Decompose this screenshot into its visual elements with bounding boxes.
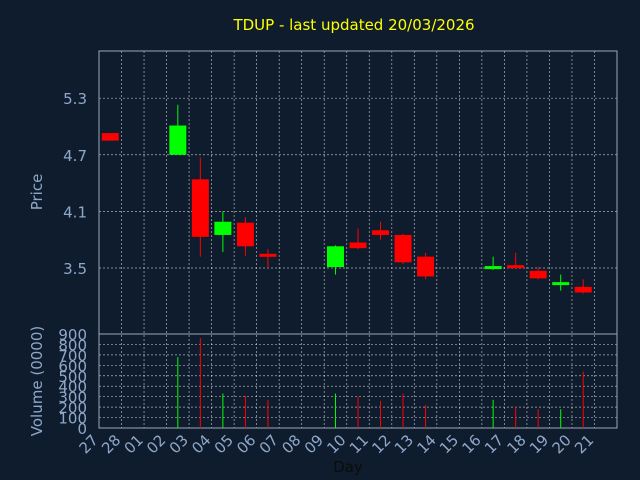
volume-tick-label: 0 xyxy=(77,420,87,438)
volume-tick-label: 900 xyxy=(58,326,87,344)
volume-tick-label: 300 xyxy=(58,389,87,407)
candle-body xyxy=(326,246,344,268)
candle-body xyxy=(101,133,119,141)
x-axis-label: Day xyxy=(333,458,363,476)
chart-title: TDUP - last updated 20/03/2026 xyxy=(232,16,474,34)
candle-body xyxy=(417,256,435,277)
price-tick-label: 3.5 xyxy=(63,260,87,278)
price-panel-frame xyxy=(98,50,618,335)
price-axis-label: Price xyxy=(28,174,46,211)
candle-body xyxy=(259,253,277,257)
candle-body xyxy=(169,125,187,155)
volume-tick-label: 100 xyxy=(58,410,87,428)
volume-axis-label: Volume (0000) xyxy=(28,326,46,436)
candle-body xyxy=(484,266,502,270)
price-tick-label: 4.1 xyxy=(63,203,87,221)
candle-body xyxy=(214,221,232,235)
volume-tick-label: 800 xyxy=(58,336,87,354)
candle-body xyxy=(191,179,209,237)
candle-body xyxy=(552,282,570,286)
candle-body xyxy=(529,270,547,279)
candle-body xyxy=(507,265,525,269)
candle-body xyxy=(574,286,592,293)
candle-body xyxy=(394,234,412,263)
candle-body xyxy=(236,222,254,247)
volume-tick-label: 400 xyxy=(58,378,87,396)
volume-tick-label: 600 xyxy=(58,357,87,375)
volume-tick-label: 200 xyxy=(58,399,87,417)
candle-body xyxy=(372,230,390,235)
price-tick-label: 5.3 xyxy=(63,90,87,108)
price-tick-label: 4.7 xyxy=(63,147,87,165)
x-tick-label: 21 xyxy=(571,431,597,457)
volume-tick-label: 700 xyxy=(58,347,87,365)
candle-body xyxy=(349,242,367,249)
volume-tick-label: 500 xyxy=(58,368,87,386)
